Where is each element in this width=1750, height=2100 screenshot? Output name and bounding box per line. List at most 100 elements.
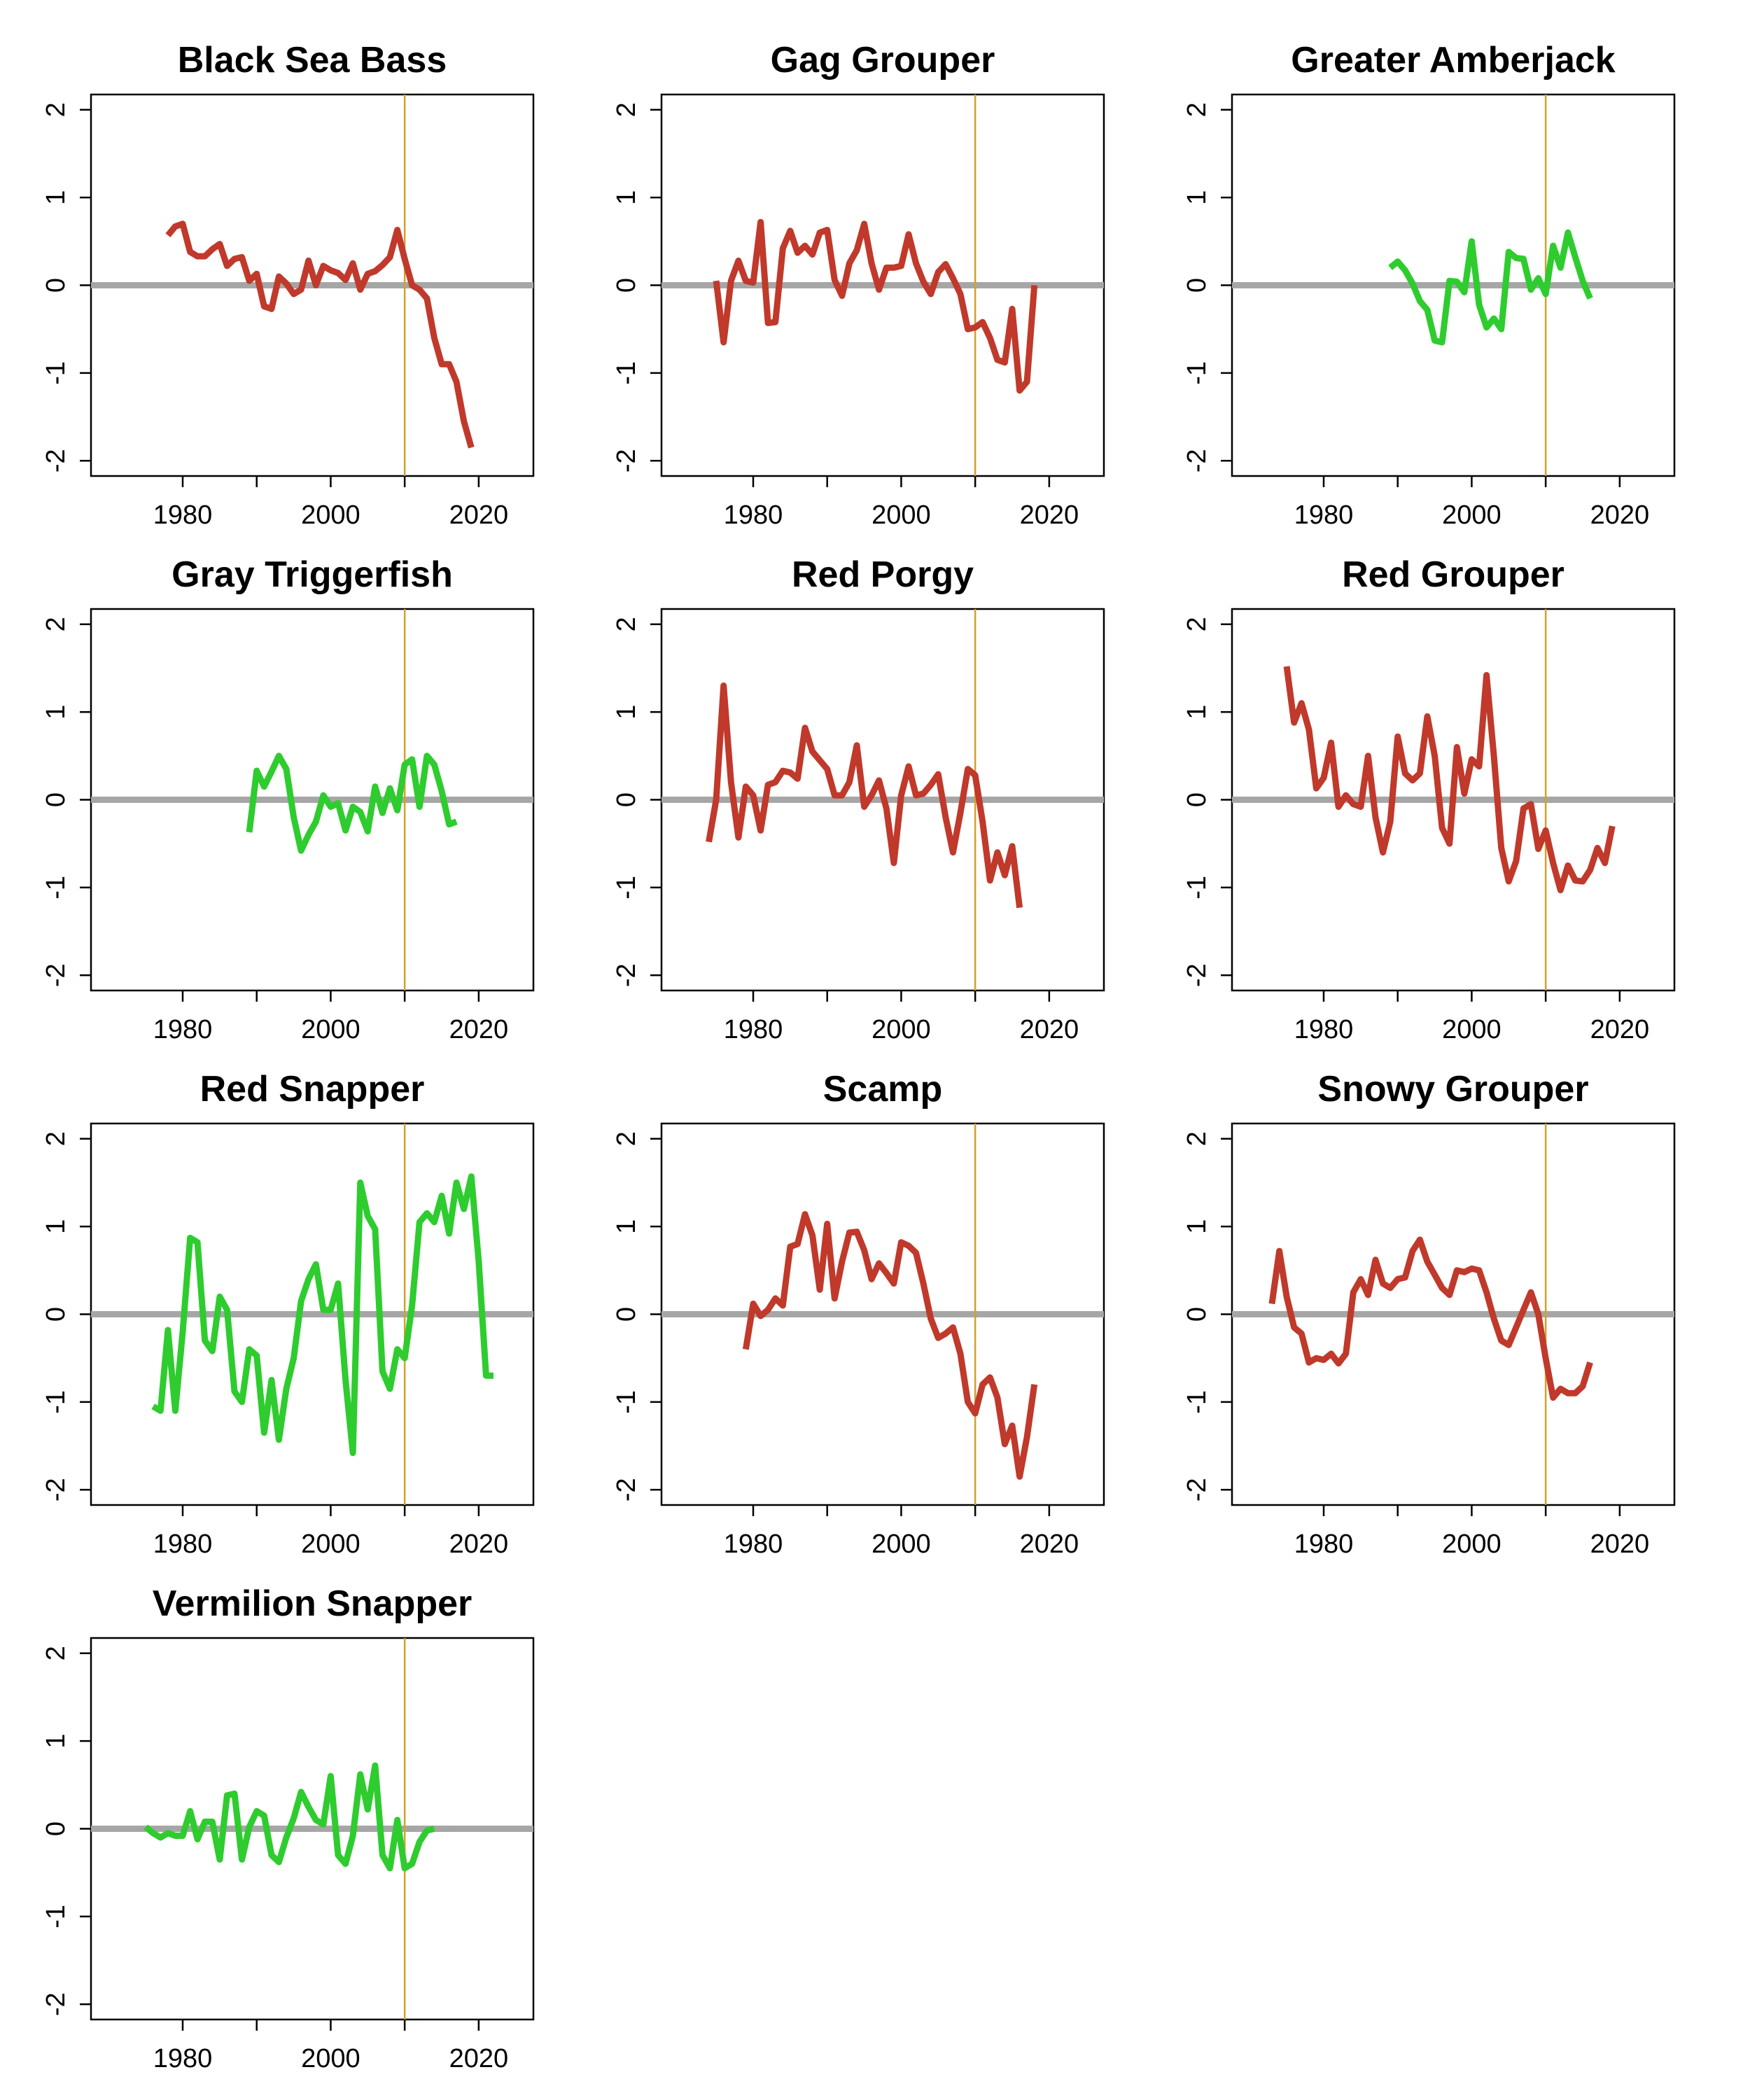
y-tick-label: 1 [612,1219,641,1234]
y-tick-label: 1 [1182,190,1212,205]
x-tick-label: 1980 [153,2044,213,2073]
y-tick-label: 1 [1182,1219,1212,1234]
series-line [706,682,1023,909]
y-tick-label: 0 [41,278,71,293]
x-tick-label: 1980 [724,1530,783,1559]
series-line [1268,1236,1593,1401]
y-tick-label: -1 [612,1390,641,1414]
series-line [165,220,475,449]
y-tick-label: -1 [612,876,641,899]
y-tick-label: -1 [1182,876,1212,899]
y-tick-label: 2 [41,102,71,117]
y-tick-label: 2 [1182,617,1212,631]
x-tick-label: 1980 [153,1530,213,1559]
y-tick-label: -2 [612,449,641,472]
y-tick-label: 1 [41,1734,71,1749]
y-tick-label: 0 [1182,792,1212,807]
y-tick-label: 0 [612,1307,641,1322]
chart-panel-8: Snowy Grouper 1980 2000 2020 -2 -1 0 1 2 [1182,1069,1676,1559]
x-tick-label: 1980 [1294,500,1354,530]
chart-panel-3: Gray Triggerfish 1980 2000 2020 -2 -1 0 1 2 [41,554,535,1044]
y-tick-label: -2 [612,1478,641,1502]
y-tick-label: 0 [41,1821,71,1836]
x-tick-label: 2000 [301,2044,360,2073]
panel-title: Gray Triggerfish [172,554,453,595]
x-tick-label: 2000 [301,1015,360,1044]
y-tick-label: -2 [41,963,71,987]
y-tick-label: -1 [612,361,641,385]
x-tick-label: 2020 [449,500,509,530]
y-tick-label: 0 [1182,278,1212,293]
y-tick-label: 2 [612,617,641,631]
x-tick-label: 1980 [1294,1015,1354,1044]
x-tick-label: 2020 [449,1530,509,1559]
y-tick-label: 1 [612,190,641,205]
y-tick-label: 0 [612,278,641,293]
y-tick-label: 0 [41,792,71,807]
y-tick-label: 2 [1182,102,1212,117]
panel-title: Scamp [823,1069,943,1110]
x-tick-label: 1980 [153,1015,213,1044]
panel-title: Snowy Grouper [1317,1069,1588,1110]
x-tick-label: 2000 [1442,1530,1502,1559]
series-line [1388,229,1593,346]
x-tick-label: 2020 [1020,500,1079,530]
series-line [713,218,1038,394]
chart-panel-4: Red Porgy 1980 2000 2020 -2 -1 0 1 2 [612,554,1105,1044]
y-tick-label: -2 [41,1992,71,2016]
y-tick-label: -1 [41,876,71,899]
y-tick-label: 2 [41,617,71,631]
series-line [151,1173,493,1457]
y-tick-label: -2 [1182,449,1212,472]
y-tick-label: 0 [612,792,641,807]
panel-title: Red Snapper [200,1069,425,1110]
y-tick-label: -1 [1182,1390,1212,1414]
y-tick-label: 2 [1182,1131,1212,1146]
series-line [246,752,458,854]
series-line [1283,666,1616,894]
y-tick-label: -1 [41,1905,71,1928]
chart-panel-2: Greater Amberjack 1980 2000 2020 -2 -1 0 1 2 [1182,40,1676,530]
y-tick-label: -1 [1182,361,1212,385]
x-tick-label: 2000 [872,1530,931,1559]
x-tick-label: 2020 [1590,1530,1650,1559]
y-tick-label: 1 [41,190,71,205]
y-tick-label: 2 [612,102,641,117]
x-tick-label: 2020 [1020,1015,1079,1044]
panel-title: Gag Grouper [771,40,995,80]
x-tick-label: 1980 [724,1015,783,1044]
series-line [742,1211,1038,1480]
x-tick-label: 2000 [1442,500,1502,530]
x-tick-label: 2000 [301,500,360,530]
chart-panel-6: Red Snapper 1980 2000 2020 -2 -1 0 1 2 [41,1069,535,1559]
y-tick-label: -2 [1182,963,1212,987]
x-tick-label: 2000 [872,1015,931,1044]
x-tick-label: 2020 [449,2044,509,2073]
y-tick-label: -2 [41,449,71,472]
chart-panel-7: Scamp 1980 2000 2020 -2 -1 0 1 2 [612,1069,1105,1559]
x-tick-label: 2000 [301,1530,360,1559]
y-tick-label: 2 [41,1131,71,1146]
panel-title: Red Porgy [792,554,974,595]
x-tick-label: 2020 [1590,500,1650,530]
x-tick-label: 1980 [724,500,783,530]
y-tick-label: -1 [41,361,71,385]
y-tick-label: 2 [41,1646,71,1660]
y-tick-label: -2 [1182,1478,1212,1502]
x-tick-label: 1980 [153,500,213,530]
y-tick-label: 1 [41,1219,71,1234]
chart-panel-9: Vermilion Snapper 1980 2000 2020 -2 -1 0 1 2 [41,1583,535,2073]
chart-panel-1: Gag Grouper 1980 2000 2020 -2 -1 0 1 2 [612,40,1105,530]
chart-panel-5: Red Grouper 1980 2000 2020 -2 -1 0 1 2 [1182,554,1676,1044]
x-tick-label: 2000 [872,500,931,530]
panel-title: Red Grouper [1342,554,1564,595]
y-tick-label: -1 [41,1390,71,1414]
panel-title: Greater Amberjack [1291,40,1616,80]
chart-panel-0: Black Sea Bass 1980 2000 2020 -2 -1 0 1 2 [41,40,535,530]
y-tick-label: 1 [612,705,641,720]
x-tick-label: 1980 [1294,1530,1354,1559]
y-tick-label: -2 [612,963,641,987]
x-tick-label: 2020 [449,1015,509,1044]
y-tick-label: 1 [1182,705,1212,720]
